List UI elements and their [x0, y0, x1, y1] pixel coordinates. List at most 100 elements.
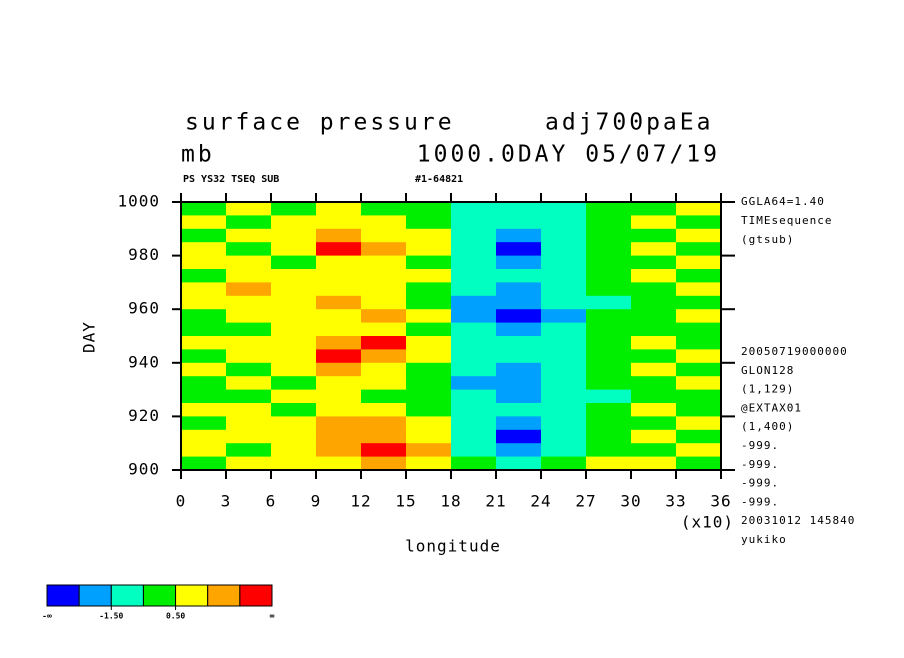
heat-cell [631, 389, 677, 404]
heat-cell [226, 282, 272, 297]
heat-cell [271, 376, 317, 391]
heat-cell [406, 389, 452, 404]
heat-cell [271, 295, 317, 310]
heat-cell [631, 295, 677, 310]
heat-cell [451, 269, 497, 283]
heat-cell [316, 282, 362, 297]
heat-cell [316, 322, 362, 337]
heat-cell [676, 322, 722, 337]
heat-cell [631, 255, 677, 270]
heat-cell [496, 376, 542, 391]
info-text: -999. [741, 458, 779, 471]
heat-cell [181, 336, 227, 350]
heat-cell [181, 269, 227, 283]
heat-cell [406, 295, 452, 310]
heat-cell [406, 322, 452, 337]
heat-cell [496, 362, 542, 377]
heat-cell [316, 215, 362, 230]
info-text: -999. [741, 477, 779, 490]
heat-cell [226, 295, 272, 310]
heat-cell [586, 309, 632, 324]
heat-cell [181, 322, 227, 337]
heat-cell [496, 403, 542, 417]
heat-cell [676, 215, 722, 230]
heat-cell [271, 336, 317, 350]
heat-cell [451, 456, 497, 471]
heat-cell [451, 403, 497, 417]
heat-cell [226, 349, 272, 364]
heat-cell [406, 416, 452, 431]
heat-cell [541, 416, 587, 431]
heat-cell [271, 349, 317, 364]
heat-cell [271, 429, 317, 444]
heat-cell [271, 255, 317, 270]
heat-cell [361, 215, 407, 230]
heat-cell [316, 269, 362, 283]
heat-cell [586, 376, 632, 391]
heat-cell [586, 336, 632, 350]
heat-cell [496, 295, 542, 310]
heat-cell [181, 389, 227, 404]
heat-cell [631, 403, 677, 417]
heat-cell [226, 443, 272, 458]
info-text: -999. [741, 495, 779, 508]
heat-cell [406, 336, 452, 350]
x-tick-label: 24 [530, 492, 551, 511]
heat-cell [316, 376, 362, 391]
y-tick-label: 920 [128, 406, 160, 425]
heat-cell [451, 429, 497, 444]
heat-cell [586, 443, 632, 458]
heat-cell [451, 322, 497, 337]
heat-cell [586, 349, 632, 364]
units: mb [181, 142, 215, 168]
heat-cell [226, 202, 272, 216]
heat-cell [406, 255, 452, 270]
heat-cell [631, 376, 677, 391]
heat-cell [496, 456, 542, 471]
colorbar-label: ∞ [270, 612, 275, 621]
colorbar-label: 0.50 [166, 612, 185, 621]
x-tick-label: 18 [440, 492, 461, 511]
heat-cell [181, 295, 227, 310]
colorbar-label: -1.50 [99, 612, 123, 621]
x-tick-label: 6 [266, 492, 277, 511]
heat-cell [361, 376, 407, 391]
x-tick-label: 15 [395, 492, 416, 511]
heat-cell [226, 403, 272, 417]
heat-cell [271, 309, 317, 324]
heat-cell [406, 456, 452, 471]
heat-cell [631, 242, 677, 257]
heat-cell [181, 456, 227, 471]
heat-cell [631, 228, 677, 243]
heat-cell [226, 456, 272, 471]
heat-cell [406, 429, 452, 444]
heat-cell [406, 202, 452, 216]
heat-cell [181, 255, 227, 270]
heat-cell [541, 215, 587, 230]
heat-cell [361, 255, 407, 270]
heat-cell [541, 376, 587, 391]
heat-cell [406, 403, 452, 417]
heat-cell [361, 403, 407, 417]
heat-cell [361, 362, 407, 377]
heat-cell [496, 416, 542, 431]
heat-cell [451, 443, 497, 458]
heat-cell [226, 322, 272, 337]
info-text: 20050719000000 [741, 345, 848, 358]
heat-cell [361, 389, 407, 404]
heat-cell [316, 336, 362, 350]
heat-cell [361, 322, 407, 337]
heat-cell [406, 228, 452, 243]
heat-cell [541, 202, 587, 216]
heat-cell [496, 349, 542, 364]
heat-cell [271, 282, 317, 297]
heat-cell [406, 362, 452, 377]
heat-cell [496, 389, 542, 404]
heat-cell [271, 228, 317, 243]
colorbar-box [142, 584, 177, 607]
heat-cell [316, 362, 362, 377]
heat-cell [406, 215, 452, 230]
heat-cell [226, 228, 272, 243]
time-label: 1000.0DAY 05/07/19 [417, 142, 720, 168]
heat-cell [361, 416, 407, 431]
